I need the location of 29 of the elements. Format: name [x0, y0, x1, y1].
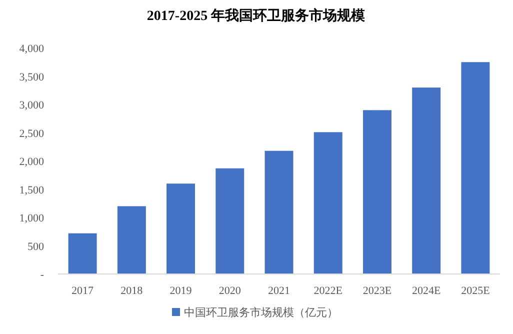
- bar: [166, 184, 196, 274]
- chart-title: 2017-2025 年我国环卫服务市场规模: [146, 7, 366, 24]
- y-tick-label: 3,500: [19, 71, 44, 84]
- bar: [314, 132, 342, 274]
- y-tick-label: 500: [28, 240, 44, 253]
- bar: [264, 150, 294, 274]
- bar: [461, 62, 490, 274]
- x-tick-label: 2018: [120, 285, 144, 297]
- x-tick-label: 2017: [72, 285, 94, 297]
- y-tick-label: 1,000: [19, 212, 44, 224]
- y-tick-label: 2,500: [19, 128, 44, 140]
- y-tick-label: 2,000: [19, 156, 44, 168]
- bar: [117, 206, 146, 274]
- y-tick-label: 4,000: [19, 43, 44, 55]
- x-tick-label: 2019: [170, 285, 192, 297]
- bar: [412, 88, 441, 274]
- x-tick-label: 2024E: [412, 285, 441, 297]
- y-tick-label: 1,500: [19, 184, 44, 196]
- bar: [216, 168, 244, 274]
- y-tick-label: 3,000: [19, 100, 44, 112]
- y-tick-label: -: [40, 269, 44, 281]
- legend-label: 中国环卫服务市场规模（亿元）: [184, 306, 338, 319]
- bar: [362, 110, 392, 274]
- bar: [68, 233, 97, 274]
- x-tick-label: 2022E: [314, 285, 343, 297]
- x-tick-label: 2020: [218, 285, 242, 297]
- x-tick-label: 2025E: [461, 285, 490, 297]
- x-tick-label: 2023E: [362, 285, 392, 297]
- x-tick-label: 2021: [268, 285, 290, 297]
